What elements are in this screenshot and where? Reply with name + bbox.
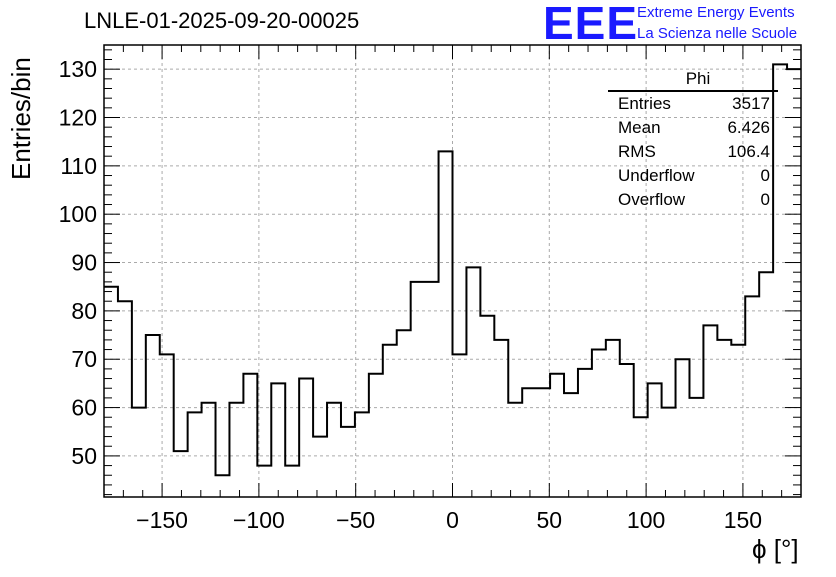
stats-row-rms: RMS 106.4	[608, 140, 778, 164]
stats-row-mean: Mean 6.426	[608, 116, 778, 140]
stats-title: Phi	[608, 68, 778, 92]
histogram-bin	[104, 287, 118, 497]
histogram-bin	[188, 412, 202, 497]
stats-label: Mean	[618, 118, 661, 137]
histogram-bin	[146, 335, 160, 497]
histogram-bin	[564, 393, 578, 497]
histogram-bin	[522, 388, 536, 497]
eee-logo: EEE	[543, 0, 639, 49]
histogram-bin	[662, 408, 676, 497]
stats-value: 106.4	[727, 142, 770, 161]
histogram-bin	[411, 282, 425, 497]
y-tick-label: 70	[71, 346, 97, 372]
stats-row-overflow: Overflow 0	[608, 188, 778, 212]
histogram-bin	[648, 383, 662, 497]
org-subtitle: La Scienza nelle Scuole	[637, 25, 798, 42]
histogram-bin	[717, 340, 731, 497]
histogram-bin	[745, 296, 759, 497]
histogram-bin	[731, 345, 745, 497]
histogram-bin	[439, 151, 453, 497]
histogram-bin	[369, 374, 383, 497]
y-axis-label: Entries/bin	[6, 57, 36, 180]
x-tick-label: 50	[537, 507, 563, 533]
histogram-bin	[271, 383, 285, 497]
histogram-bin	[606, 340, 620, 497]
histogram-bin	[132, 408, 146, 497]
histogram-bin	[327, 403, 341, 497]
histogram-bin	[118, 301, 132, 497]
stats-value: 0	[760, 166, 770, 185]
histogram-bin	[508, 403, 522, 497]
y-tick-label: 60	[71, 395, 97, 421]
plot-frame	[103, 44, 802, 498]
y-tick-label: 110	[60, 153, 97, 179]
x-tick-label: 150	[724, 507, 762, 533]
histogram-bin	[313, 437, 327, 497]
histogram-bin	[453, 354, 467, 497]
stats-label: RMS	[618, 142, 656, 161]
histogram-bin	[160, 354, 174, 497]
histogram-bin	[243, 374, 257, 497]
stats-value: 0	[760, 190, 770, 209]
x-tick-label: −50	[336, 507, 375, 533]
histogram-bin	[285, 466, 299, 497]
y-tick-label: 90	[71, 250, 97, 276]
x-tick-label: −150	[136, 507, 188, 533]
histogram-bin	[257, 466, 271, 497]
histogram-bin	[536, 388, 550, 497]
histogram-bin	[634, 417, 648, 497]
y-tick-label: 80	[71, 298, 97, 324]
histogram-bin	[229, 403, 243, 497]
histogram-bin	[383, 345, 397, 497]
x-tick-label: 0	[446, 507, 459, 533]
histogram-bin	[494, 340, 508, 497]
x-axis-label: ϕ [°]	[752, 534, 799, 564]
stats-label: Underflow	[618, 166, 695, 185]
stats-label: Entries	[618, 94, 671, 113]
y-tick-label: 120	[59, 105, 97, 131]
stats-row-underflow: Underflow 0	[608, 164, 778, 188]
x-tick-label: 100	[627, 507, 665, 533]
histogram-bin	[703, 325, 717, 497]
histogram-bin	[592, 350, 606, 497]
histogram-bin	[341, 427, 355, 497]
y-tick-label: 50	[71, 443, 97, 469]
histogram-bin	[480, 316, 494, 497]
histogram-bin	[202, 403, 216, 497]
stats-label: Overflow	[618, 190, 686, 209]
histogram-bin	[787, 69, 801, 497]
stats-box: Phi Entries 3517 Mean 6.426 RMS 106.4 Un…	[608, 68, 778, 212]
histogram-bin	[759, 272, 773, 497]
histogram-bin	[216, 475, 230, 497]
x-tick-label: −100	[233, 507, 285, 533]
stats-row-entries: Entries 3517	[608, 92, 778, 116]
histogram-bin	[578, 369, 592, 497]
histogram-bin	[425, 282, 439, 497]
histogram-bin	[676, 359, 690, 497]
histogram-bin	[466, 267, 480, 497]
histogram-bin	[355, 412, 369, 497]
stats-value: 6.426	[727, 118, 770, 137]
y-tick-label: 100	[59, 201, 97, 227]
histogram-title: LNLE-01-2025-09-20-00025	[84, 8, 360, 33]
histogram-bin	[550, 374, 564, 497]
histogram-line	[104, 63, 801, 477]
histogram-bin	[174, 451, 188, 497]
stats-value: 3517	[732, 94, 770, 113]
histogram-bin	[620, 364, 634, 497]
histogram-bin	[397, 330, 411, 497]
histogram-bin	[299, 379, 313, 497]
y-tick-label: 130	[59, 56, 97, 82]
org-name: Extreme Energy Events	[637, 4, 795, 21]
histogram-bin	[689, 398, 703, 497]
